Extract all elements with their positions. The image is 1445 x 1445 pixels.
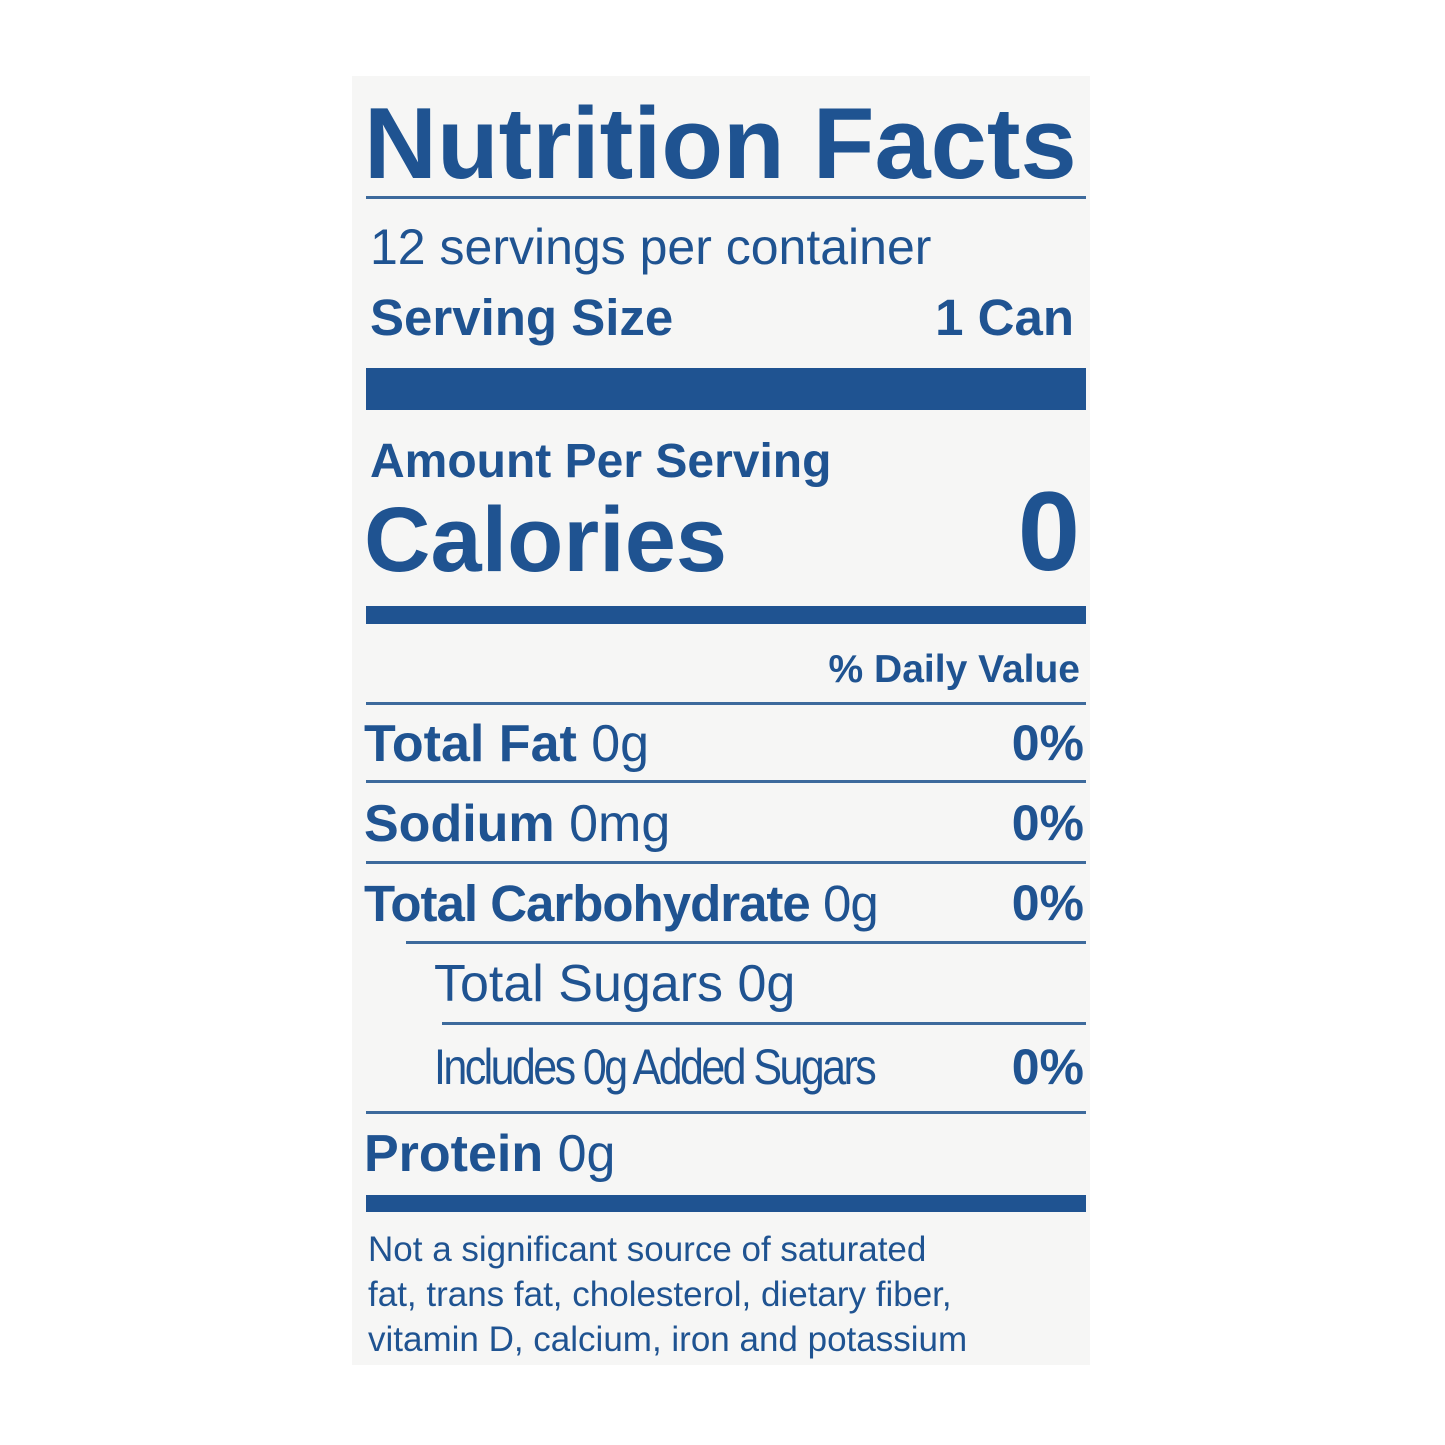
nutrient-name: Total Carbohydrate bbox=[364, 875, 811, 932]
nutrient-name: Includes 0g Added Sugars bbox=[434, 1039, 877, 1095]
divider bbox=[366, 1111, 1086, 1114]
divider bbox=[366, 702, 1086, 705]
nutrient-amount: 0mg bbox=[569, 795, 671, 853]
nutrient-name: Protein bbox=[364, 1125, 544, 1183]
serving-size-value: 1 Can bbox=[935, 289, 1074, 346]
daily-value-header: % Daily Value bbox=[828, 648, 1080, 691]
nutrient-dv: 0% bbox=[1011, 795, 1084, 851]
footnote-line: Not a significant source of saturated bbox=[368, 1230, 927, 1269]
nutrient-amount: 0g bbox=[822, 875, 879, 932]
amount-per-serving: Amount Per Serving bbox=[370, 435, 832, 488]
nutrient-dv: 0% bbox=[1011, 875, 1084, 931]
nutrient-dv: 0% bbox=[1011, 1039, 1084, 1095]
divider bbox=[406, 941, 1086, 944]
servings-per-container: 12 servings per container bbox=[370, 219, 932, 275]
nutrient-name: Total Sugars bbox=[434, 955, 724, 1013]
thick-divider bbox=[366, 368, 1086, 410]
nutrient-name: Sodium bbox=[364, 795, 555, 853]
nutrient-name: Total Fat bbox=[364, 715, 577, 773]
footnote-line: vitamin D, calcium, iron and potassium bbox=[368, 1320, 968, 1359]
nutrient-dv: 0% bbox=[1011, 715, 1084, 771]
divider bbox=[366, 780, 1086, 783]
footnote-line: fat, trans fat, cholesterol, dietary fib… bbox=[368, 1275, 952, 1314]
nutrient-amount: 0g bbox=[557, 1125, 616, 1183]
medium-divider bbox=[366, 606, 1086, 624]
serving-size-label: Serving Size bbox=[370, 289, 674, 346]
divider bbox=[366, 196, 1086, 199]
calories-value: 0 bbox=[1017, 469, 1080, 594]
medium-divider bbox=[366, 1195, 1086, 1212]
nutrition-facts-label: Nutrition Facts 12 servings per containe… bbox=[352, 76, 1090, 1365]
nutrient-amount: 0g bbox=[591, 715, 650, 773]
divider bbox=[442, 1022, 1086, 1025]
divider bbox=[366, 861, 1086, 864]
label-title: Nutrition Facts bbox=[364, 88, 1077, 200]
calories-label: Calories bbox=[364, 489, 728, 591]
nutrient-amount: 0g bbox=[737, 955, 796, 1013]
